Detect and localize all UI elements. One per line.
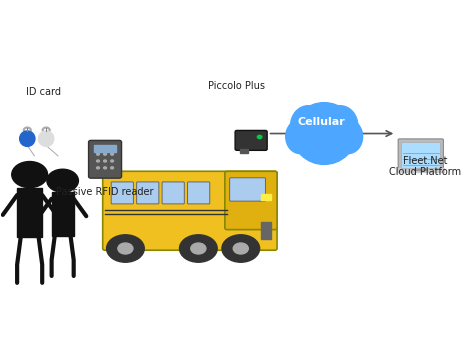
Circle shape [107,235,144,262]
Circle shape [12,162,47,188]
FancyBboxPatch shape [225,171,277,230]
Text: Fleet.Net
Cloud Platform: Fleet.Net Cloud Platform [390,156,462,177]
Circle shape [233,243,248,254]
FancyBboxPatch shape [89,140,121,178]
Circle shape [111,160,114,162]
Bar [398,169,444,172]
Ellipse shape [334,120,363,154]
Text: ID card: ID card [26,88,61,98]
FancyBboxPatch shape [398,139,443,171]
FancyBboxPatch shape [111,182,133,204]
FancyBboxPatch shape [401,143,440,168]
Circle shape [97,167,100,169]
Ellipse shape [19,131,35,146]
Bar [261,194,271,200]
Ellipse shape [286,120,315,154]
Circle shape [118,243,133,254]
Ellipse shape [38,131,54,146]
Circle shape [111,153,114,155]
FancyBboxPatch shape [188,182,210,204]
FancyBboxPatch shape [103,171,277,250]
FancyBboxPatch shape [235,130,267,151]
Circle shape [104,153,107,155]
Text: Cellular: Cellular [298,117,346,127]
Text: Passive RFID reader: Passive RFID reader [56,187,154,197]
Circle shape [191,243,206,254]
Bar [240,149,248,153]
Circle shape [97,160,100,162]
Circle shape [222,235,260,262]
FancyBboxPatch shape [137,182,159,204]
Ellipse shape [292,103,356,164]
Ellipse shape [323,106,358,146]
Bar [52,192,73,236]
Ellipse shape [291,106,326,146]
Circle shape [104,160,107,162]
Bar [94,145,117,152]
Circle shape [180,235,217,262]
Circle shape [104,167,107,169]
Text: Piccolo Plus: Piccolo Plus [209,81,265,91]
Circle shape [257,135,262,139]
Circle shape [47,169,78,192]
Bar [414,169,427,170]
FancyBboxPatch shape [162,182,184,204]
Circle shape [97,153,100,155]
Bar [17,188,42,237]
Bar [261,222,271,239]
Circle shape [111,167,114,169]
FancyBboxPatch shape [229,178,265,201]
